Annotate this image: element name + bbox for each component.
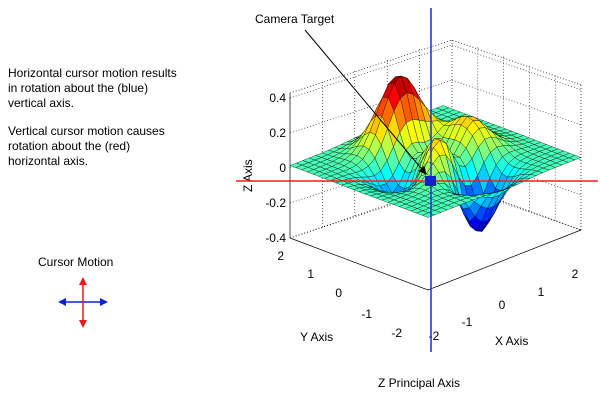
z-tick-label: 0.2: [269, 126, 286, 140]
z-principal-axis-label: Z Principal Axis: [378, 376, 461, 390]
y-tick-label: 2: [277, 249, 284, 263]
horizontal-motion-description: Horizontal cursor motion results in rota…: [8, 66, 177, 110]
z-tick-label: 0: [279, 161, 286, 175]
x-tick-label: 0: [499, 298, 506, 312]
y-tick-label: 0: [335, 286, 342, 300]
z-tick-label: 0.4: [269, 91, 286, 105]
camera-target-label: Camera Target: [255, 12, 335, 26]
vertical-motion-description: Vertical cursor motion causes rotation a…: [8, 124, 165, 168]
x-tick-label: -2: [429, 329, 440, 343]
y-tick-label: 1: [307, 267, 314, 281]
cursor-motion-label: Cursor Motion: [38, 255, 114, 269]
y-axis-label: Y Axis: [300, 330, 334, 344]
x-tick-label: -1: [462, 315, 473, 329]
x-axis-label: X Axis: [495, 334, 529, 348]
z-axis-label: Z Axis: [241, 159, 255, 192]
camera-target-arrow: [304, 29, 427, 175]
camera-target-marker: [425, 176, 436, 186]
peaks-surface: [289, 75, 582, 232]
z-tick-label: -0.2: [265, 196, 286, 210]
y-tick-label: -1: [361, 307, 372, 321]
z-tick-label: -0.4: [265, 231, 286, 245]
x-tick-label: 1: [538, 285, 545, 299]
x-tick-labels: -2 -1 0 1 2: [429, 267, 579, 343]
cursor-motion-icon: [58, 277, 108, 328]
z-tick-labels: 0.4 0.2 0 -0.2 -0.4: [265, 91, 286, 245]
y-tick-label: -2: [391, 326, 402, 340]
y-tick-labels: 2 1 0 -1 -2: [277, 249, 402, 340]
x-tick-label: 2: [572, 267, 579, 281]
